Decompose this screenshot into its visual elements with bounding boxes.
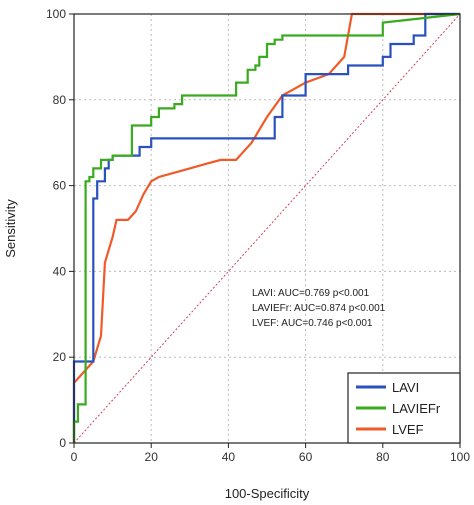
series-line-laviefr bbox=[72, 12, 461, 443]
x-axis-label: 100-Specificity bbox=[225, 486, 310, 501]
y-tick-label: 20 bbox=[53, 350, 67, 364]
y-axis-label: Sensitivity bbox=[3, 199, 18, 258]
y-tick-label: 0 bbox=[59, 436, 66, 450]
reference-line-layer bbox=[73, 13, 461, 444]
y-tick-label: 100 bbox=[46, 7, 66, 21]
series-layer bbox=[72, 12, 461, 443]
legend-label-lvef: LVEF bbox=[392, 422, 424, 437]
reference-diagonal bbox=[73, 13, 461, 444]
x-tick-label: 40 bbox=[222, 450, 236, 464]
x-tick-label: 100 bbox=[450, 450, 470, 464]
x-tick-label: 0 bbox=[71, 450, 78, 464]
y-tick-label: 60 bbox=[53, 179, 67, 193]
y-tick-label: 80 bbox=[53, 93, 67, 107]
x-tick-label: 60 bbox=[299, 450, 313, 464]
plot-frame bbox=[73, 13, 461, 444]
auc-annotations: LAVI: AUC=0.769 p<0.001 LAVIEFr: AUC=0.8… bbox=[252, 288, 386, 329]
tick-labels: 0 20 40 60 80 100 0 20 40 60 80 100 bbox=[46, 7, 470, 464]
legend-label-laviefr: LAVIEFr bbox=[392, 401, 441, 416]
legend: LAVI LAVIEFr LVEF bbox=[347, 372, 461, 444]
legend-label-lavi: LAVI bbox=[392, 380, 419, 395]
annotation-lavi: LAVI: AUC=0.769 p<0.001 bbox=[252, 288, 370, 299]
annotation-laviefr: LAVIEFr: AUC=0.874 p<0.001 bbox=[252, 303, 386, 314]
x-tick-label: 80 bbox=[376, 450, 390, 464]
series-line-lavi bbox=[72, 12, 460, 443]
x-tick-label: 20 bbox=[145, 450, 159, 464]
y-tick-label: 40 bbox=[53, 264, 67, 278]
annotation-lvef: LVEF: AUC=0.746 p<0.001 bbox=[252, 318, 373, 329]
